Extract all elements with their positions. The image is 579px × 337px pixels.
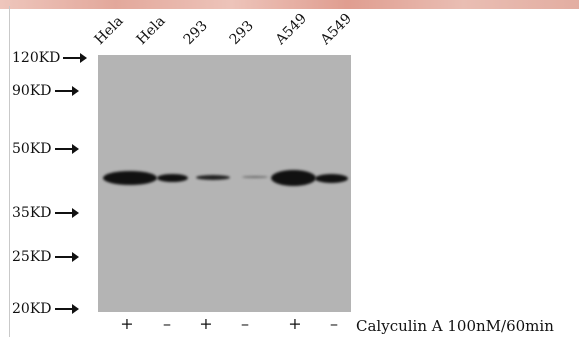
marker-20kd-label: 20KD xyxy=(12,301,52,317)
marker-120kd-label: 120KD xyxy=(12,50,61,66)
treatment-sign-6: – xyxy=(330,314,338,333)
arrow-right-icon xyxy=(54,208,79,218)
western-blot-image xyxy=(98,55,351,312)
arrow-right-icon xyxy=(63,53,88,63)
marker-20kd: 20KD xyxy=(12,301,79,317)
marker-50kd: 50KD xyxy=(12,141,79,157)
band-lane-4 xyxy=(242,176,268,178)
band-lane-3 xyxy=(196,175,230,180)
header-strip xyxy=(0,0,579,9)
band-lane-6 xyxy=(315,174,348,183)
lane-label-2: Hela xyxy=(133,13,169,49)
treatment-sign-3: + xyxy=(199,314,213,333)
band-lane-1 xyxy=(103,171,157,185)
marker-35kd-label: 35KD xyxy=(12,205,52,221)
marker-90kd: 90KD xyxy=(12,83,79,99)
treatment-label: Calyculin A 100nM/60min xyxy=(356,317,554,335)
lane-label-5: A549 xyxy=(272,10,311,48)
marker-25kd-label: 25KD xyxy=(12,249,52,265)
arrow-right-icon xyxy=(54,86,79,96)
marker-50kd-label: 50KD xyxy=(12,141,52,157)
arrow-right-icon xyxy=(54,252,79,262)
band-lane-5 xyxy=(271,170,316,186)
lane-label-4: 293 xyxy=(226,17,257,48)
left-divider xyxy=(9,6,10,337)
treatment-sign-4: – xyxy=(241,314,249,333)
marker-25kd: 25KD xyxy=(12,249,79,265)
treatment-sign-5: + xyxy=(288,314,302,333)
lane-label-1: Hela xyxy=(91,13,127,49)
arrow-right-icon xyxy=(54,144,79,154)
treatment-sign-1: + xyxy=(120,314,134,333)
marker-120kd: 120KD xyxy=(12,50,88,66)
marker-90kd-label: 90KD xyxy=(12,83,52,99)
lane-label-6: A549 xyxy=(317,10,356,48)
treatment-sign-2: – xyxy=(163,314,171,333)
arrow-right-icon xyxy=(54,304,79,314)
lane-label-3: 293 xyxy=(180,17,211,48)
band-lane-2 xyxy=(157,174,188,182)
marker-35kd: 35KD xyxy=(12,205,79,221)
